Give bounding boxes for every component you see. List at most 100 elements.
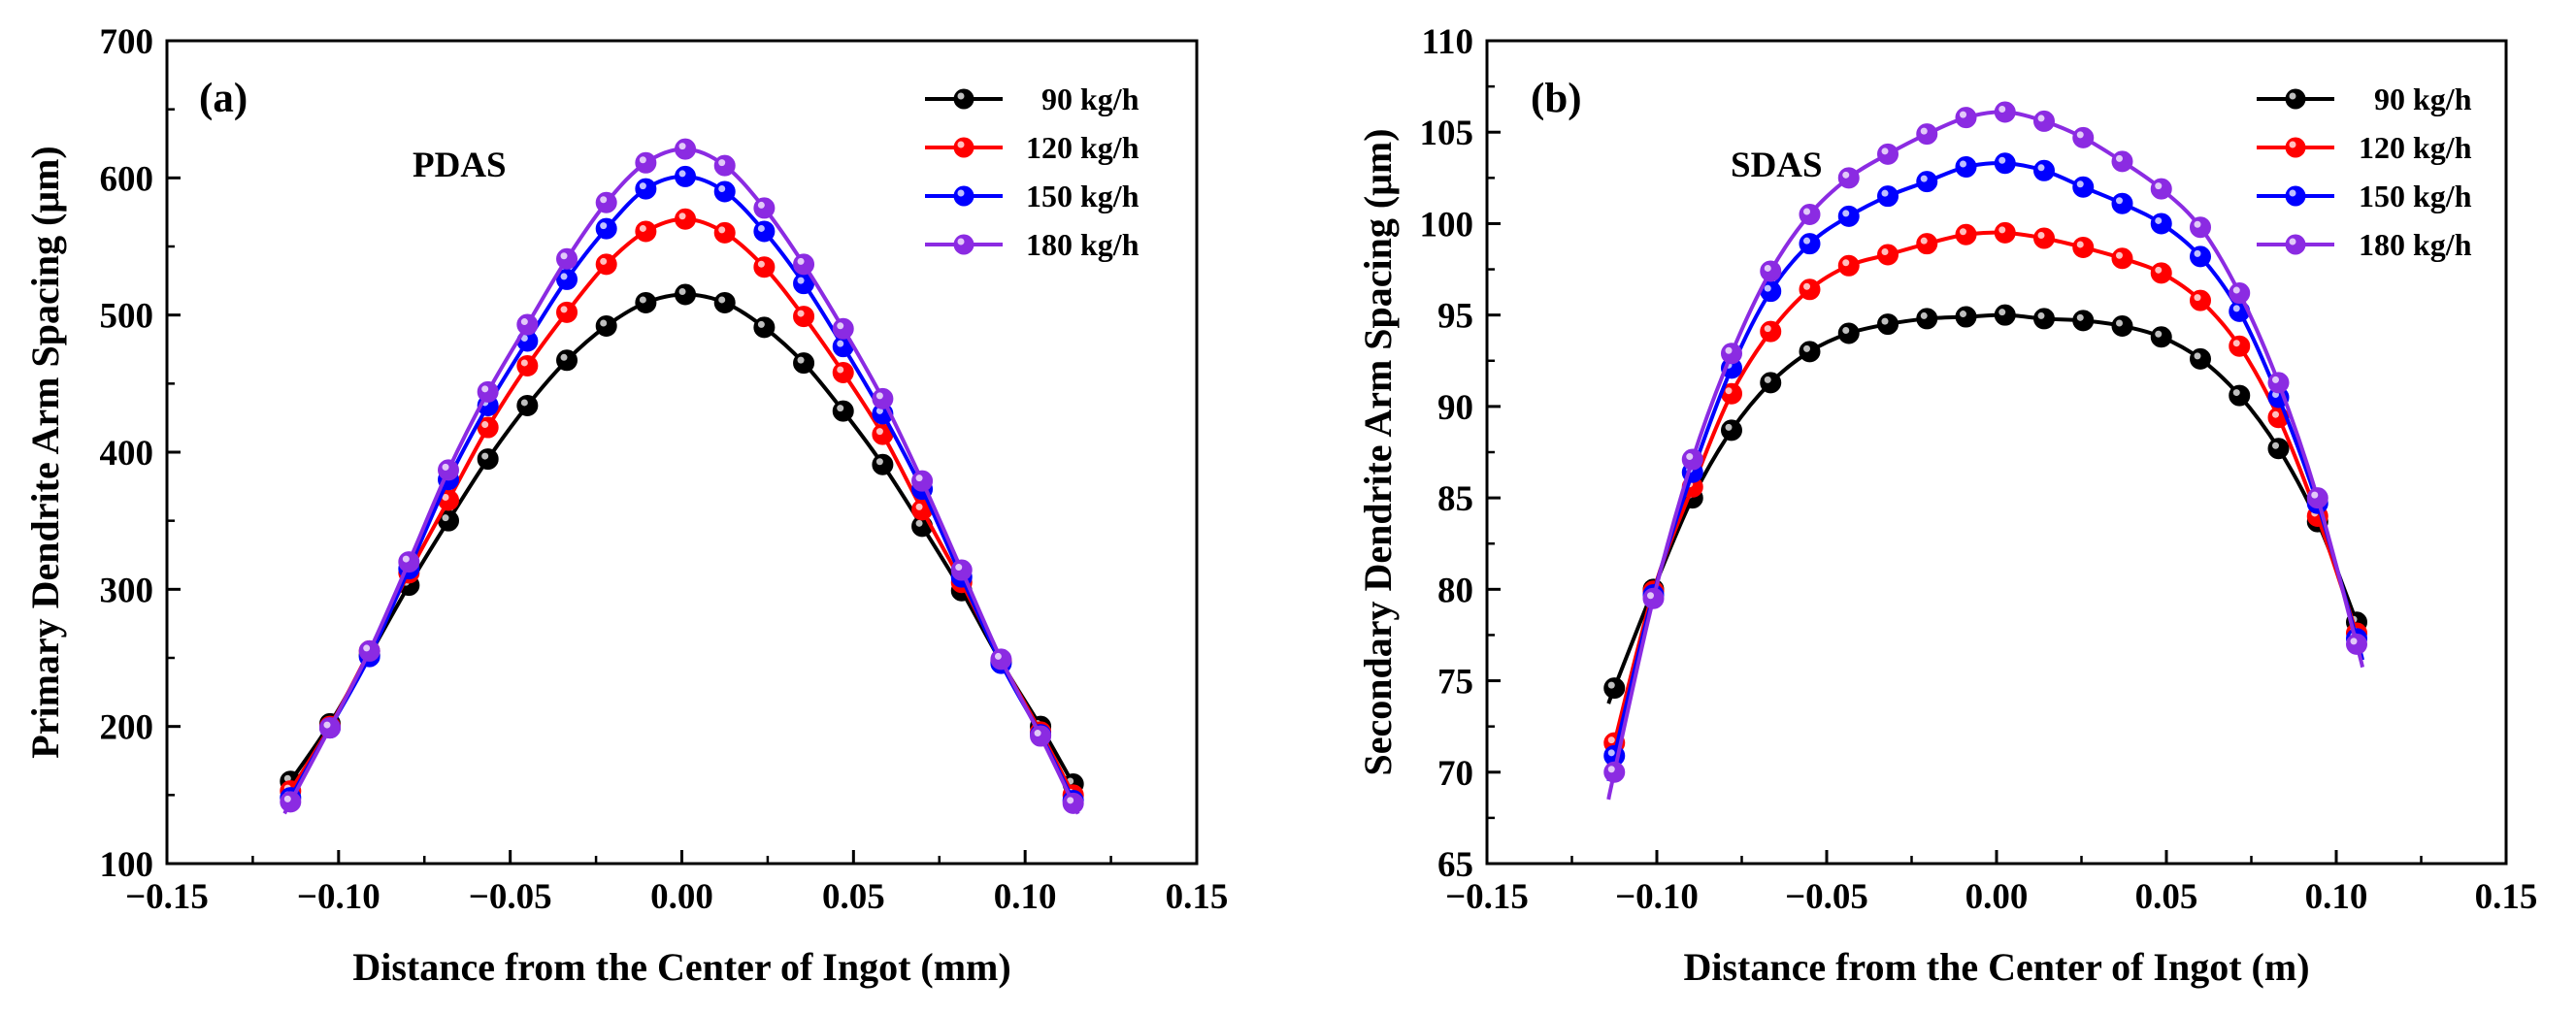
marker-highlight: [915, 519, 923, 527]
data-point: [1994, 152, 2016, 175]
legend-label: 90 kg/h: [1026, 82, 1139, 116]
marker-highlight: [560, 252, 568, 260]
data-point: [1603, 761, 1626, 783]
y-tick-label: 105: [1420, 114, 1474, 153]
data-point: [832, 317, 854, 340]
marker-highlight: [2116, 251, 2123, 259]
marker-highlight: [639, 182, 646, 190]
data-point: [793, 306, 815, 328]
data-point: [635, 291, 657, 313]
marker-highlight: [1960, 311, 1966, 318]
data-point: [2072, 236, 2095, 258]
marker-highlight: [2232, 389, 2240, 397]
data-point: [595, 253, 617, 276]
data-point: [1916, 123, 1938, 146]
data-point: [2190, 347, 2211, 370]
data-point: [2229, 384, 2251, 407]
marker-highlight: [2037, 232, 2045, 240]
legend-label: 150 kg/h: [1026, 179, 1139, 213]
data-point: [2033, 227, 2055, 249]
marker-highlight: [1764, 376, 1771, 383]
marker-highlight: [1998, 156, 2006, 164]
data-point: [1877, 244, 1899, 266]
marker-highlight: [718, 226, 726, 234]
y-tick-label: 75: [1437, 663, 1473, 703]
marker-highlight: [2116, 154, 2123, 162]
x-tick-label: 0.00: [1965, 877, 2029, 917]
x-tick-label: 0.05: [822, 877, 885, 917]
legend-item: 120 kg/h: [925, 130, 1139, 165]
data-point: [793, 352, 815, 375]
data-point: [675, 208, 697, 230]
data-point: [556, 301, 578, 323]
marker-highlight: [1960, 228, 1966, 236]
data-point: [1760, 260, 1782, 282]
x-tick-label: 0.10: [2305, 877, 2368, 917]
data-point: [2229, 282, 2251, 305]
marker-highlight: [2272, 442, 2279, 449]
legend-marker-highlight: [2289, 141, 2296, 148]
data-point: [911, 470, 934, 492]
marker-highlight: [797, 277, 805, 284]
marker-highlight: [600, 196, 608, 204]
y-axis-title: Secondary Dendrite Arm Spacing (μm): [1356, 128, 1400, 775]
data-point: [713, 180, 736, 203]
data-point: [1916, 233, 1938, 255]
y-tick-label: 95: [1437, 297, 1473, 337]
data-point: [1681, 448, 1703, 471]
marker-highlight: [1647, 592, 1654, 600]
data-point: [950, 559, 973, 581]
marker-highlight: [2311, 491, 2319, 499]
marker-highlight: [718, 184, 726, 192]
marker-highlight: [2076, 131, 2084, 139]
data-point: [2033, 159, 2055, 181]
marker-highlight: [2116, 197, 2123, 205]
marker-highlight: [2232, 340, 2240, 347]
marker-highlight: [2232, 305, 2240, 312]
x-tick-label: 0.15: [1166, 877, 1229, 917]
marker-highlight: [678, 143, 686, 150]
marker-highlight: [442, 514, 449, 522]
legend-marker: [2285, 234, 2306, 255]
legend-item: 90 kg/h: [925, 82, 1139, 116]
data-point: [2072, 176, 2095, 198]
data-point: [1877, 185, 1899, 208]
data-point: [438, 459, 460, 481]
data-point: [872, 453, 894, 475]
marker-highlight: [2272, 376, 2279, 383]
marker-highlight: [1803, 344, 1810, 352]
data-point: [1760, 320, 1782, 343]
series-180-kg-h: [280, 138, 1084, 815]
marker-highlight: [2194, 294, 2201, 302]
legend-marker: [2285, 137, 2306, 158]
data-point: [1030, 725, 1052, 747]
legend-item: 180 kg/h: [2257, 227, 2472, 262]
data-point: [675, 283, 697, 306]
marker-highlight: [1842, 171, 1850, 179]
data-point: [2033, 308, 2055, 330]
marker-highlight: [875, 458, 883, 466]
data-point: [832, 362, 854, 384]
legend-marker: [953, 137, 974, 158]
marker-highlight: [2272, 410, 2279, 418]
marker-highlight: [1607, 736, 1615, 744]
legend-marker: [2285, 88, 2306, 110]
data-point: [516, 313, 539, 336]
y-tick-label: 70: [1437, 754, 1473, 794]
marker-highlight: [1998, 309, 2006, 316]
marker-highlight: [560, 306, 568, 313]
marker-highlight: [600, 222, 608, 230]
marker-highlight: [2194, 249, 2201, 257]
marker-highlight: [875, 428, 883, 436]
legend: 90 kg/h 120 kg/h 150 kg/h 180 kg/h: [2257, 82, 2472, 262]
data-point: [1955, 107, 1977, 129]
legend-marker: [953, 88, 974, 110]
series-120-kg-h: [1603, 221, 2367, 768]
x-tick-label: 0.15: [2475, 877, 2538, 917]
data-point: [1877, 313, 1899, 336]
data-point: [2111, 150, 2133, 173]
data-point: [2072, 310, 2095, 332]
marker-highlight: [363, 644, 371, 652]
legend-item: 150 kg/h: [925, 179, 1139, 213]
data-point: [516, 354, 539, 376]
